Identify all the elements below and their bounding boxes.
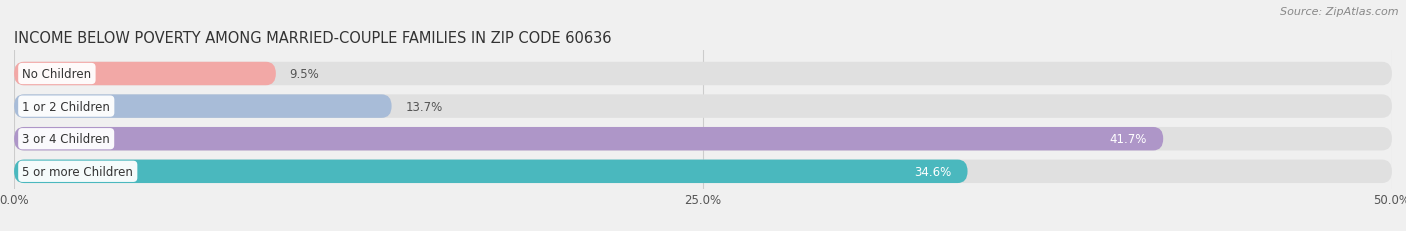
FancyBboxPatch shape [14,160,967,183]
FancyBboxPatch shape [14,63,276,86]
FancyBboxPatch shape [14,95,1392,118]
Text: INCOME BELOW POVERTY AMONG MARRIED-COUPLE FAMILIES IN ZIP CODE 60636: INCOME BELOW POVERTY AMONG MARRIED-COUPL… [14,30,612,46]
FancyBboxPatch shape [14,63,1392,86]
Text: 9.5%: 9.5% [290,68,319,81]
Text: 3 or 4 Children: 3 or 4 Children [22,133,110,146]
Text: Source: ZipAtlas.com: Source: ZipAtlas.com [1281,7,1399,17]
FancyBboxPatch shape [14,128,1392,151]
Text: 41.7%: 41.7% [1109,133,1147,146]
FancyBboxPatch shape [14,160,1392,183]
FancyBboxPatch shape [14,95,392,118]
Text: 13.7%: 13.7% [405,100,443,113]
Text: 1 or 2 Children: 1 or 2 Children [22,100,110,113]
Text: No Children: No Children [22,68,91,81]
Text: 34.6%: 34.6% [914,165,950,178]
FancyBboxPatch shape [14,128,1163,151]
Text: 5 or more Children: 5 or more Children [22,165,134,178]
